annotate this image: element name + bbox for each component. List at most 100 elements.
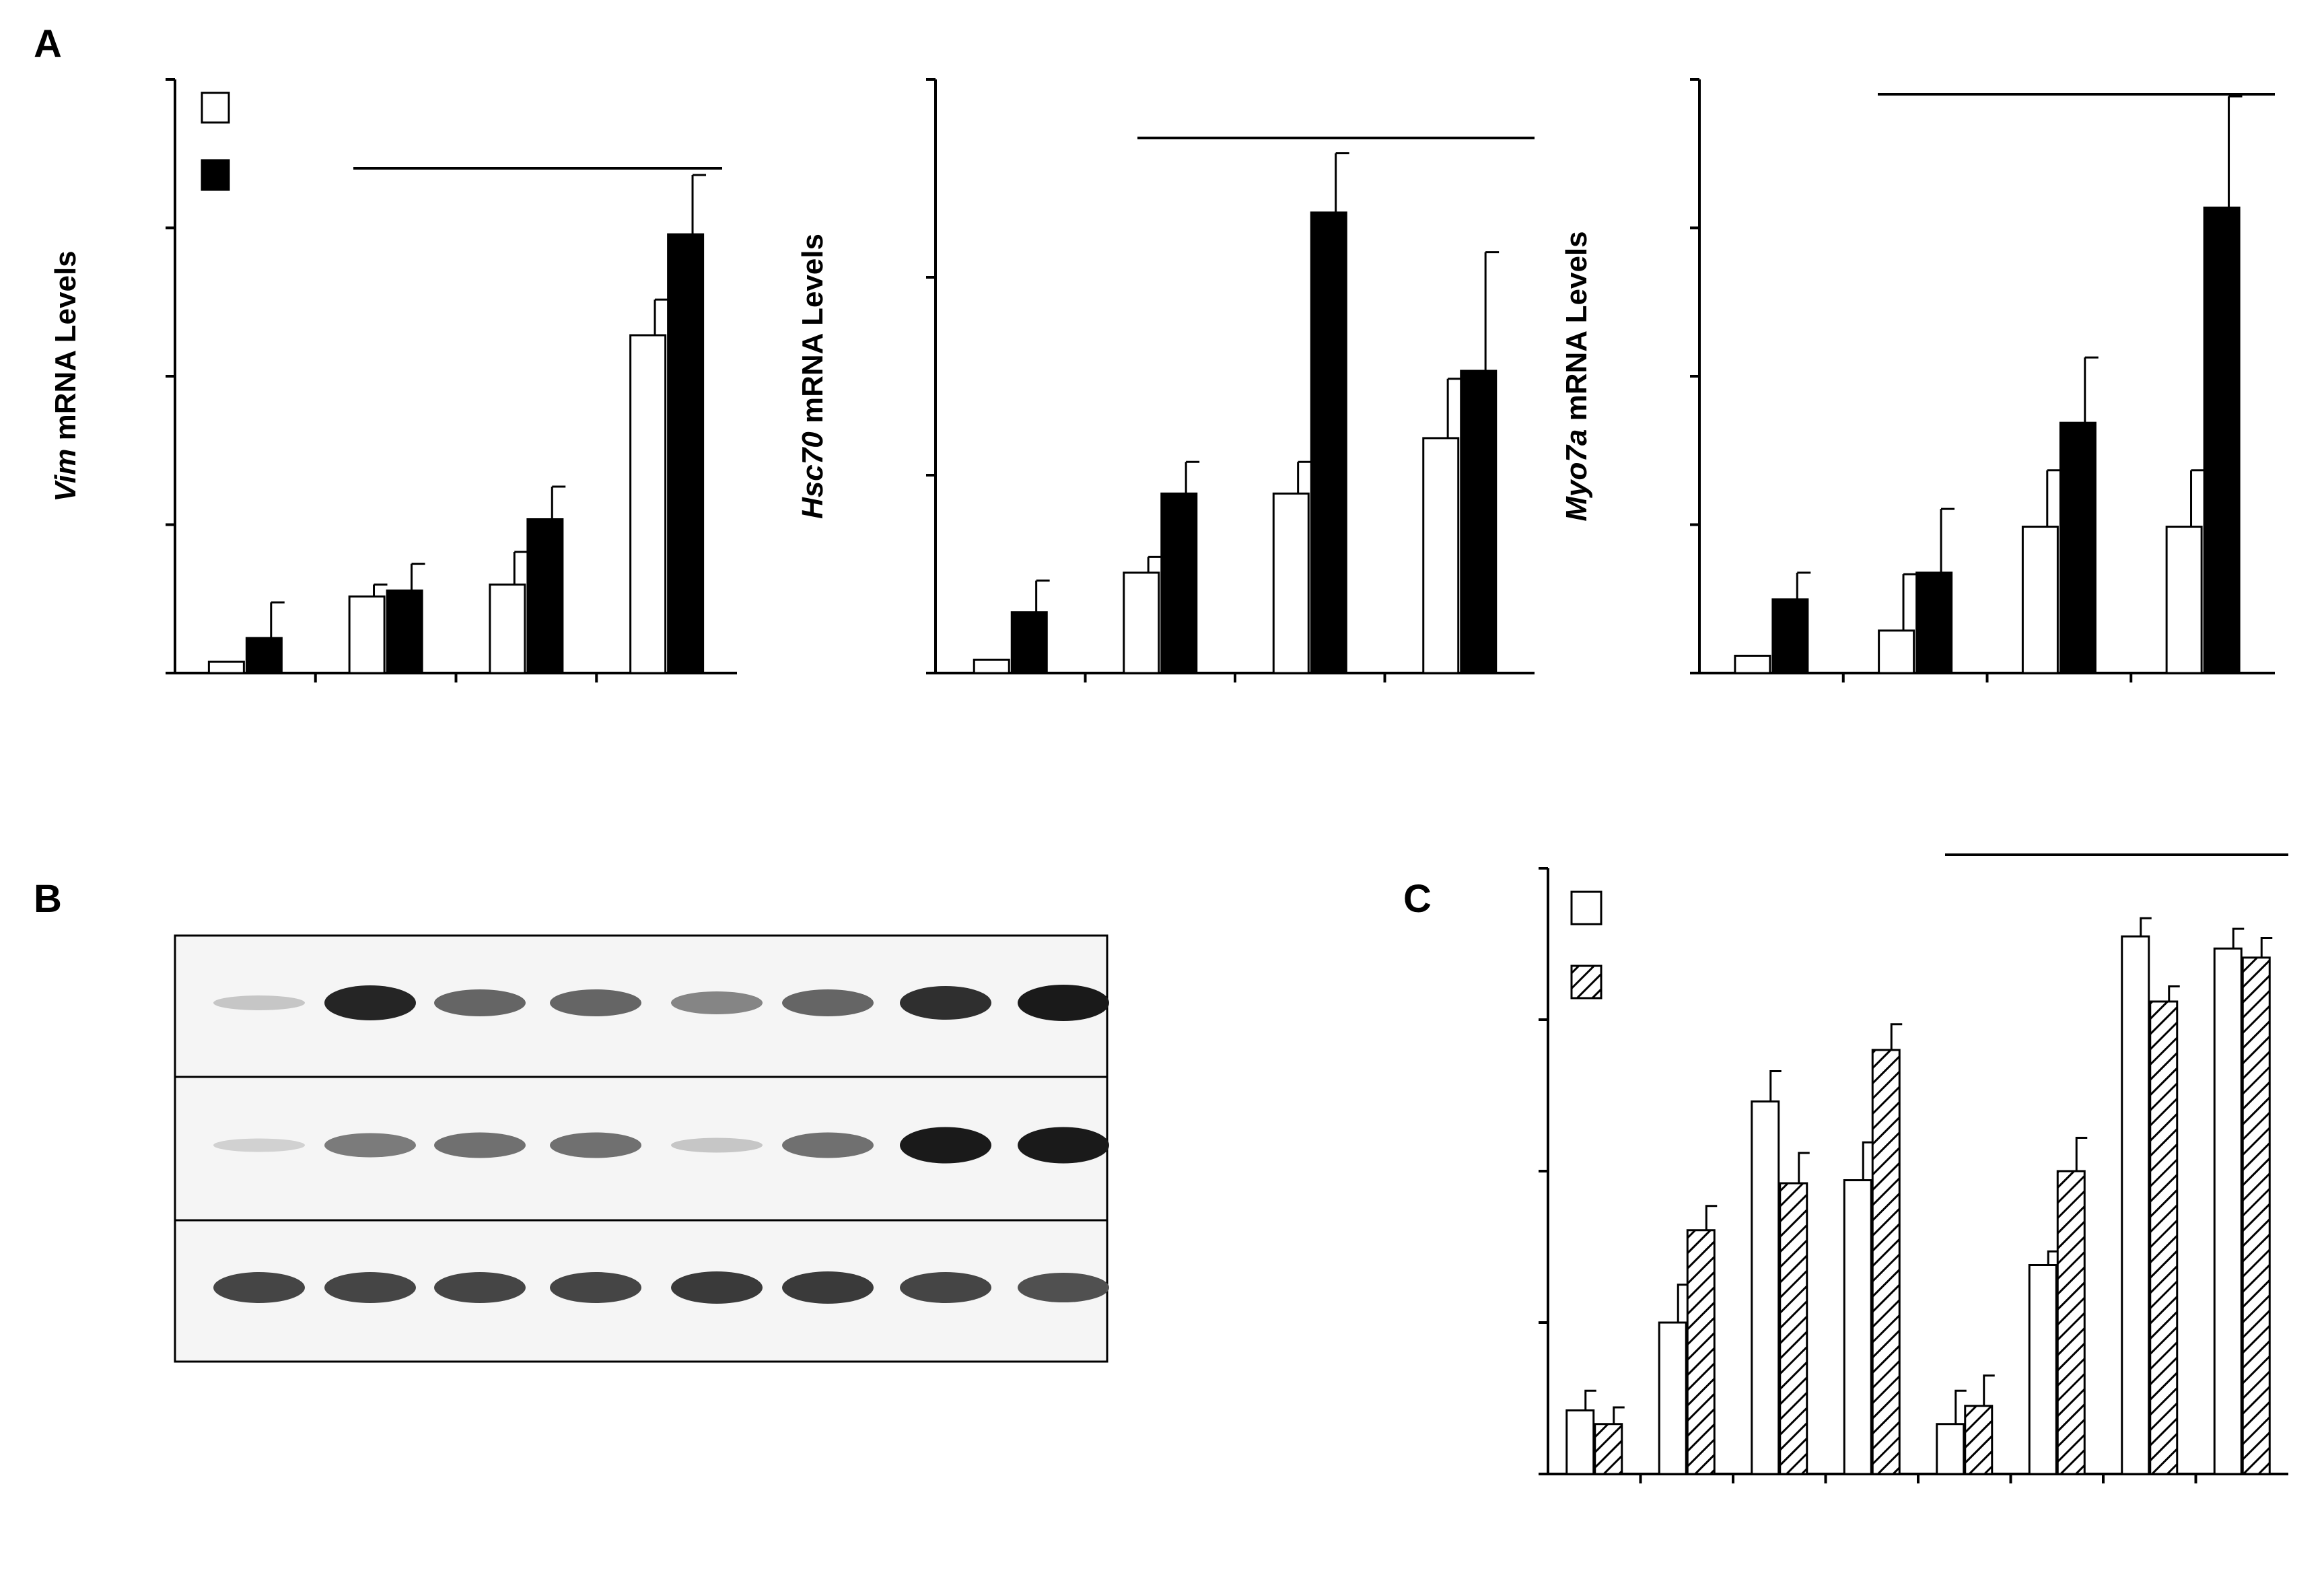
error-bar — [2168, 985, 2180, 1002]
error-bar — [654, 298, 669, 336]
error-bar — [2075, 1137, 2088, 1171]
blot-band — [550, 1272, 641, 1303]
bar-sox2 — [2241, 956, 2271, 1475]
bar-ctrl — [1422, 437, 1460, 674]
y-axis-gene-name: Hsc70 — [796, 431, 829, 519]
error-bar — [1446, 378, 1462, 438]
bar-grc — [245, 637, 283, 674]
blot-band — [1018, 1127, 1109, 1164]
error-bar — [1584, 1389, 1596, 1411]
blot-band — [782, 989, 874, 1016]
bar-sox2 — [1964, 1405, 1994, 1475]
error-bar — [1769, 1070, 1782, 1102]
legend-swatch — [1570, 890, 1603, 925]
blot-band — [782, 1132, 874, 1158]
bar-grc — [2059, 421, 2097, 674]
panel-label-c: C — [1403, 877, 1432, 921]
error-bar — [1862, 1141, 1874, 1181]
error-bar — [1798, 1152, 1810, 1183]
bar-ctrl — [2165, 526, 2203, 674]
y-axis-title: Vim mRNA Levels — [49, 250, 82, 501]
y-axis-title-rest: mRNA Levels — [1560, 231, 1593, 429]
error-bar — [1035, 580, 1050, 612]
blot-band — [900, 1127, 991, 1164]
error-bar — [411, 563, 425, 591]
bar-sox2 — [2056, 1170, 2086, 1475]
bar-sox2 — [1871, 1049, 1901, 1475]
bar-sox2 — [1686, 1229, 1716, 1475]
bar-ctrl — [1878, 629, 1915, 674]
error-bar — [373, 584, 388, 597]
vim-mrna-chart: Vim mRNA Levels — [49, 78, 737, 682]
bar-espin — [1843, 1179, 1872, 1475]
bar-sox2 — [1779, 1182, 1808, 1475]
error-bar — [2084, 356, 2099, 423]
error-bar — [1335, 152, 1349, 213]
bar-ctrl — [973, 658, 1010, 674]
legend-swatch — [1570, 964, 1603, 999]
error-bar — [1613, 1406, 1625, 1424]
error-bar — [1902, 573, 1917, 631]
blot-band — [324, 1272, 416, 1303]
blot-band — [434, 1272, 526, 1303]
bar-grc — [2203, 206, 2241, 674]
bar-grc — [1160, 492, 1198, 674]
bar-grc — [386, 589, 423, 674]
blot-band — [213, 995, 305, 1010]
error-bar — [1890, 1023, 1903, 1050]
bar-grc — [526, 518, 564, 674]
blot-band — [550, 1132, 641, 1158]
error-bar — [1705, 1205, 1718, 1230]
error-bar — [2260, 937, 2273, 958]
error-bar — [1796, 571, 1811, 600]
bar-sox2 — [2149, 1000, 2179, 1475]
error-bar — [1983, 1374, 1995, 1406]
blot-band — [782, 1271, 874, 1304]
blot-band — [324, 985, 416, 1020]
error-bar — [2228, 95, 2243, 208]
error-bar — [1147, 555, 1162, 573]
blot-band — [1018, 985, 1109, 1021]
error-bar — [2232, 927, 2245, 949]
hsc70-mrna-chart: Hsc70 mRNA Levels — [796, 78, 1535, 682]
blot-band — [434, 1132, 526, 1158]
bar-ctrl — [348, 595, 386, 674]
error-bar — [551, 485, 566, 520]
error-bar — [2046, 469, 2061, 527]
error-bar — [1297, 460, 1312, 494]
legend-swatch — [201, 159, 230, 191]
bar-espin — [2028, 1264, 2057, 1475]
error-bar — [1185, 460, 1200, 494]
bar-ctrl — [1734, 654, 1771, 674]
bar-ctrl — [207, 660, 245, 674]
legend-swatch — [201, 92, 230, 124]
bar-ctrl — [1123, 571, 1160, 674]
blot-band — [900, 1272, 991, 1303]
y-axis-title-rest: mRNA Levels — [796, 234, 829, 431]
blot-band — [434, 989, 526, 1016]
bar-sox2 — [1594, 1423, 1623, 1475]
error-bar — [1677, 1284, 1689, 1323]
bar-grc — [1771, 598, 1809, 674]
protein-expression-chart — [1539, 853, 2288, 1483]
western-blot — [174, 934, 1109, 1363]
error-bar — [2047, 1250, 2059, 1265]
bar-espin — [1936, 1423, 1965, 1475]
blot-band — [1018, 1273, 1109, 1302]
bar-ctrl — [629, 334, 667, 674]
bar-espin — [1565, 1409, 1595, 1475]
bar-espin — [2121, 935, 2150, 1475]
blot-band — [671, 991, 763, 1014]
bar-espin — [1658, 1321, 1687, 1475]
bar-ctrl — [1272, 492, 1310, 674]
y-axis-title-rest: mRNA Levels — [49, 250, 82, 448]
panel-label-b: B — [34, 877, 62, 921]
bar-ctrl — [2021, 526, 2059, 674]
bar-espin — [2213, 947, 2243, 1475]
blot-band — [671, 1137, 763, 1153]
bar-grc — [1460, 370, 1498, 674]
y-axis-gene-name: Myo7a — [1560, 429, 1593, 522]
error-bar — [2140, 917, 2152, 937]
error-bar — [513, 551, 528, 585]
error-bar — [691, 174, 707, 235]
